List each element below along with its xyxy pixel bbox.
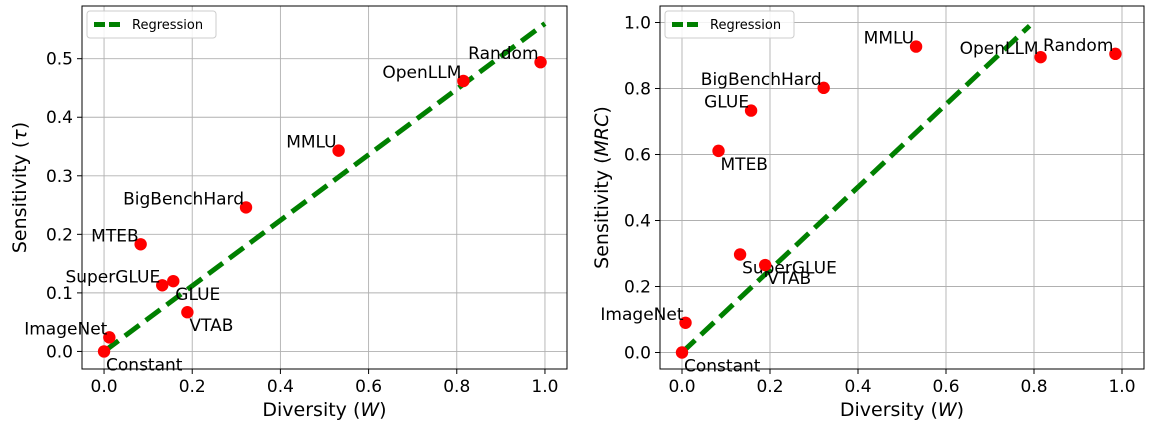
y-axis-label-symbol: τ [9,129,31,141]
data-point-random [1109,47,1122,61]
y-axis-label-close: ) [591,106,613,113]
y-tick-label: 0.2 [624,278,651,298]
regression-line [102,21,547,354]
legend-entry-regression: Regression [132,18,203,33]
point-label-constant: Constant [684,357,761,377]
data-point-glue [744,104,758,117]
y-tick-label: 0.0 [624,344,651,364]
chart-sensitivity-tau: Random OpenLLM MMLU BigBenchHard MTEB SuperGL… [9,5,568,421]
data-point-constant [97,345,111,358]
x-tick-label: 0.8 [1020,377,1047,397]
data-point-mteb [712,144,725,158]
data-point-imagenet [679,316,692,329]
x-tick-label: 0.0 [668,377,695,397]
y-axis-label-text: Sensitivity [9,154,31,253]
point-label-constant: Constant [106,355,183,375]
data-point-random [534,56,547,69]
x-axis-label-open: ( [347,399,360,421]
point-label-mmlu: MMLU [864,29,914,49]
point-label-vtab: VTAB [767,269,811,289]
y-axis-label: Sensitivity (τ) [9,122,31,253]
data-point-mmlu [909,40,923,53]
point-label-openllm: OpenLLM [960,39,1039,59]
point-label-superglue: SuperGLUE [65,267,160,287]
legend-box [664,10,795,39]
y-axis-label-text: Sensitivity [591,170,613,269]
data-point-vtab [181,306,194,319]
regression-line [680,23,1032,355]
data-point-openllm [1034,50,1047,64]
y-tick-label: 0.0 [46,342,73,362]
plot-frame [659,5,1145,370]
plot-frame [81,5,568,370]
data-point-superglue [733,248,747,261]
y-axis-label-open: ( [9,141,31,154]
data-point-vtab [758,258,772,272]
x-tick-label: 0.8 [443,377,470,397]
y-axis-label: Sensitivity (MRC) [591,106,613,269]
x-tick-label: 0.4 [844,377,871,397]
x-axis-label: Diversity (W) [840,399,964,421]
x-tick-label: 0.4 [267,377,294,397]
data-point-bigbenchhard [239,201,253,214]
point-label-glue: GLUE [175,285,220,305]
legend-box [86,10,217,39]
data-point-superglue [156,279,169,292]
x-tick-label: 1.0 [531,377,558,397]
legend: Regression [664,10,795,39]
x-axis-label-text: Diversity [262,399,347,421]
x-tick-label: 1.0 [1108,377,1135,397]
y-tick-label: 0.5 [46,50,73,70]
x-axis-label-close: ) [379,399,386,421]
data-point-glue [167,274,180,288]
data-point-mteb [134,238,147,251]
x-axis-label-symbol: W [360,399,380,421]
y-tick-label: 0.8 [624,80,651,100]
chart-sensitivity-mrc: RandomOpenLLMMMLUBigBenchHardGLUEMTEBSup… [591,5,1145,421]
point-label-imagenet: ImageNet [600,305,683,325]
y-tick-label: 1.0 [624,14,651,34]
data-point-mmlu [332,144,345,157]
y-tick-label: 0.4 [46,108,73,128]
y-tick-label: 0.3 [46,167,73,187]
x-tick-label: 0.0 [91,377,118,397]
point-label-random: Random [1043,36,1113,56]
x-tick-label: 0.2 [756,377,783,397]
data-point-bigbenchhard [817,81,830,95]
point-label-openllm: OpenLLM [382,63,461,83]
legend-entry-regression: Regression [710,18,781,33]
x-tick-label: 0.6 [355,377,382,397]
x-tick-label: 0.2 [179,377,206,397]
data-point-constant [675,346,689,359]
point-label-mmlu: MMLU [286,133,336,153]
data-point-imagenet [103,331,116,344]
x-axis-label-text: Diversity [840,399,925,421]
plot-area [660,6,1144,369]
x-tick-label: 0.6 [932,377,959,397]
y-tick-label: 0.4 [624,212,651,232]
x-axis-label-close: ) [957,399,964,421]
x-axis-label-open: ( [924,399,937,421]
y-tick-label: 0.1 [46,284,73,304]
y-axis-label-close: ) [9,122,31,129]
point-label-glue: GLUE [704,93,749,113]
point-label-imagenet: ImageNet [24,319,107,339]
y-axis-label-open: ( [591,156,613,169]
y-axis-label-symbol: MRC [591,113,613,157]
y-tick-label: 0.2 [46,225,73,245]
y-tick-label: 0.6 [624,146,651,166]
point-label-vtab: VTAB [189,316,233,336]
point-label-mteb: MTEB [721,155,768,175]
point-label-bigbenchhard: BigBenchHard [123,189,244,209]
x-axis-label: Diversity (W) [262,399,386,421]
point-label-bigbenchhard: BigBenchHard [701,70,822,90]
point-label-mteb: MTEB [91,226,138,246]
x-axis-label-symbol: W [938,399,958,421]
legend: Regression [86,10,217,39]
data-point-openllm [457,74,470,88]
point-label-random: Random [468,44,538,64]
